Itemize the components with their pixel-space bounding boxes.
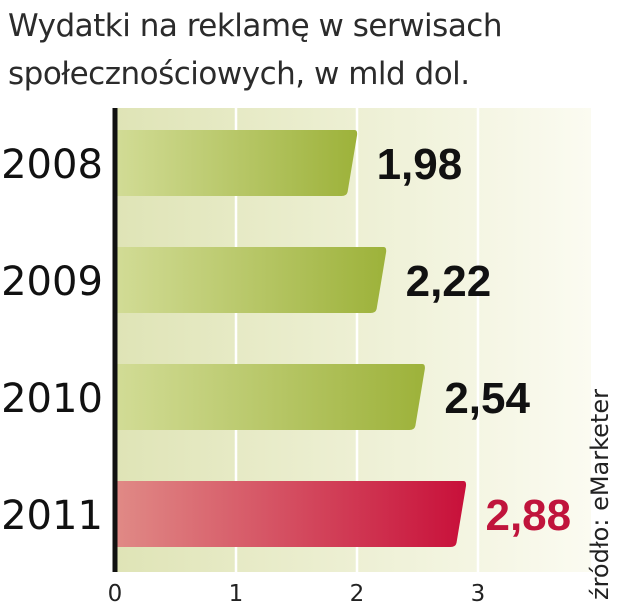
bar	[115, 364, 425, 430]
x-tick-labels: 0 1 2 3	[108, 581, 486, 607]
category-label: 2011	[1, 493, 103, 539]
category-label: 2009	[1, 259, 103, 305]
category-label: 2010	[1, 376, 103, 422]
x-tick-label: 0	[108, 581, 123, 607]
bar	[115, 130, 358, 196]
category-labels: 2008 2009 2010 2011	[1, 142, 103, 539]
bars	[115, 130, 467, 547]
value-label: 1,98	[377, 140, 463, 189]
bar	[115, 247, 387, 313]
value-label: 2,88	[485, 491, 571, 540]
source-label: źródło: eMarketer	[586, 389, 614, 600]
x-tick-label: 1	[229, 581, 244, 607]
x-tick-label: 3	[471, 581, 486, 607]
chart-title: Wydatki na reklamę w serwisach społeczno…	[8, 8, 503, 92]
value-labels: 1,98 2,22 2,54 2,88	[377, 140, 572, 540]
value-label: 2,22	[406, 257, 492, 306]
x-tick-label: 2	[350, 581, 365, 607]
category-label: 2008	[1, 142, 103, 188]
value-label: 2,54	[444, 374, 530, 423]
bar	[115, 481, 467, 547]
